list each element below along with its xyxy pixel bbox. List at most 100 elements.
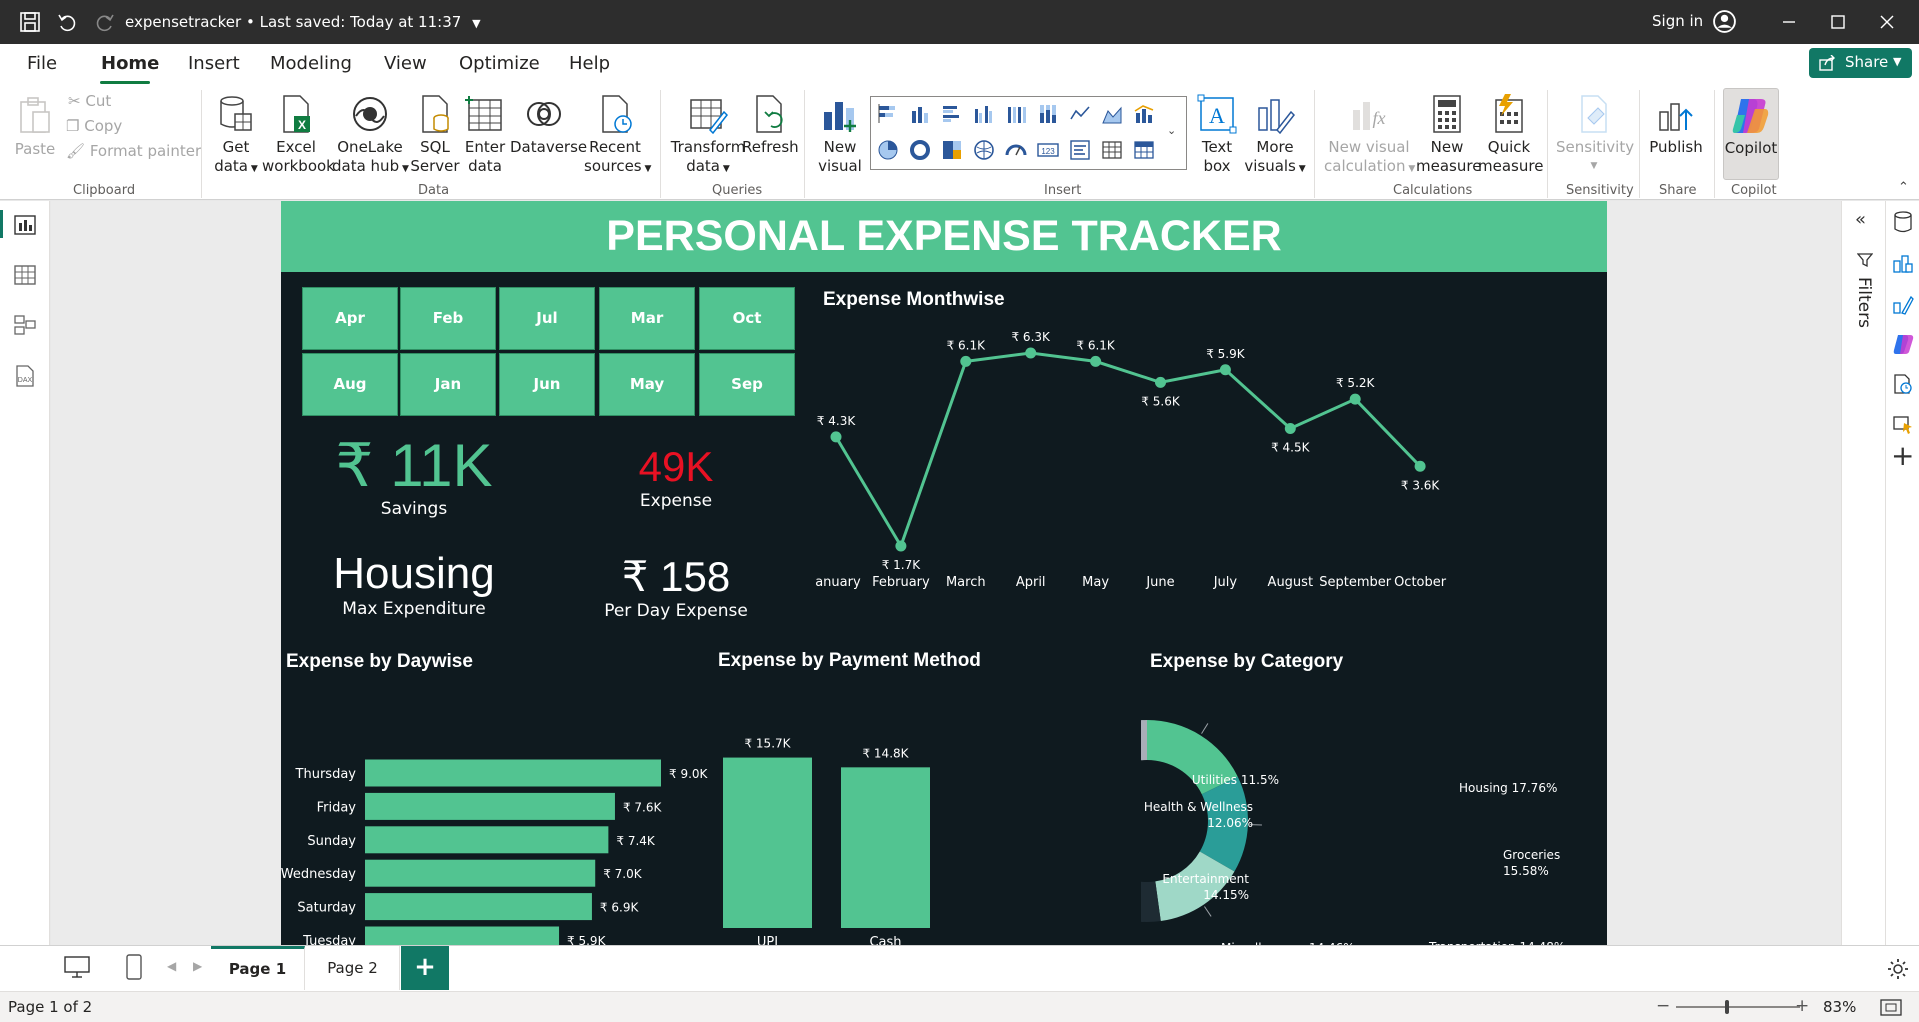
category-donut-slice[interactable] xyxy=(1199,776,1248,872)
recent-sources-button[interactable]: Recent sources ▼ xyxy=(584,94,651,179)
dax-query-view-icon[interactable]: DAX xyxy=(13,364,37,388)
desktop-layout-icon[interactable] xyxy=(64,956,90,978)
stacked-bar-chart-icon[interactable] xyxy=(877,103,899,125)
zoom-in-button[interactable]: + xyxy=(1795,996,1810,1016)
expense-card[interactable]: 49K Expense xyxy=(571,443,781,511)
sign-in-button[interactable]: Sign in xyxy=(1652,12,1704,30)
model-view-icon[interactable] xyxy=(14,315,36,335)
category-donut-slice[interactable] xyxy=(1141,720,1147,775)
month-slicer-jan[interactable]: Jan xyxy=(400,353,496,416)
daywise-bar[interactable] xyxy=(365,893,592,921)
max-expenditure-card[interactable]: Housing Max Expenditure xyxy=(301,549,527,619)
payment-bar[interactable] xyxy=(723,757,812,928)
monthwise-point[interactable] xyxy=(1025,347,1037,359)
scroll-left-icon[interactable]: ◀ xyxy=(167,959,177,973)
daywise-bar[interactable] xyxy=(365,859,596,887)
monthwise-point[interactable] xyxy=(1090,355,1102,367)
page-tab-2[interactable]: Page 2 xyxy=(306,946,400,990)
monthwise-point[interactable] xyxy=(830,431,842,443)
monthwise-point[interactable] xyxy=(1414,460,1426,472)
clustered-bar-chart-icon[interactable] xyxy=(941,103,963,125)
clustered-column-chart-icon[interactable] xyxy=(973,103,995,125)
menu-file[interactable]: File xyxy=(27,53,58,74)
visual-gallery[interactable]: 123 xyxy=(870,96,1187,170)
excel-workbook-button[interactable]: X Excel workbook xyxy=(262,94,335,176)
month-slicer-feb[interactable]: Feb xyxy=(400,287,496,350)
treemap-icon[interactable] xyxy=(941,139,963,161)
daywise-bar[interactable] xyxy=(365,759,661,787)
table-icon[interactable] xyxy=(1101,139,1123,161)
daywise-bar[interactable] xyxy=(365,826,609,854)
page-tab-1[interactable]: Page 1 xyxy=(211,946,305,990)
month-slicer-sep[interactable]: Sep xyxy=(699,353,795,416)
daywise-bar[interactable] xyxy=(365,792,615,820)
expense-daywise-bar-chart[interactable]: Thursday ₹ 9.0K Friday ₹ 7.6K Sunday ₹ 7.4K We… xyxy=(281,681,711,945)
minimize-icon[interactable] xyxy=(1778,11,1800,33)
transform-data-button[interactable]: Transform data ▼ xyxy=(670,94,746,179)
onelake-data-hub-button[interactable]: OneLake data hub ▼ xyxy=(332,94,409,179)
document-title[interactable]: expensetracker • Last saved: Today at 11… xyxy=(125,13,481,31)
get-data-button[interactable]: Get data ▼ xyxy=(208,94,264,179)
month-slicer-jun[interactable]: Jun xyxy=(499,353,595,416)
account-icon[interactable] xyxy=(1712,9,1737,34)
card-icon[interactable]: 123 xyxy=(1037,139,1059,161)
expense-monthwise-line-chart[interactable]: ₹ 4.3K January ₹ 1.7K February ₹ 6.1K March ₹ … xyxy=(816,316,1606,646)
selection-pane-icon[interactable] xyxy=(1892,413,1914,435)
build-visual-icon[interactable] xyxy=(1892,252,1914,274)
multi-row-card-icon[interactable] xyxy=(1069,139,1091,161)
monthwise-point[interactable] xyxy=(895,540,907,552)
performance-analyzer-icon[interactable] xyxy=(1892,373,1914,395)
100-percent-column-icon[interactable] xyxy=(1037,103,1059,125)
sql-server-button[interactable]: SQL Server xyxy=(410,94,460,176)
sensitivity-button[interactable]: Sensitivity ▼ xyxy=(1556,94,1634,176)
payment-bar[interactable] xyxy=(841,767,930,928)
data-pane-icon[interactable] xyxy=(1892,210,1914,234)
copilot-button[interactable]: Copilot xyxy=(1723,88,1779,180)
100-percent-bar-icon[interactable] xyxy=(1005,103,1027,125)
menu-home[interactable]: Home xyxy=(101,53,160,74)
monthwise-point[interactable] xyxy=(1155,376,1166,388)
more-visuals-button[interactable]: More visuals ▼ xyxy=(1244,94,1306,179)
cut-button[interactable]: ✂ Cut xyxy=(68,92,112,110)
format-painter-button[interactable]: 🖌 Format painter xyxy=(66,142,202,160)
add-pane-icon[interactable]: + xyxy=(1891,439,1915,472)
quick-measure-button[interactable]: Quick measure xyxy=(1478,94,1543,176)
table-view-icon[interactable] xyxy=(14,265,36,285)
new-visual-calculation-button[interactable]: fx New visual calculation ▼ xyxy=(1324,94,1415,179)
new-measure-button[interactable]: New measure xyxy=(1416,94,1481,176)
undo-icon[interactable] xyxy=(56,11,78,33)
expand-pane-icon[interactable]: « xyxy=(1855,209,1867,230)
stacked-column-chart-icon[interactable] xyxy=(909,103,931,125)
menu-view[interactable]: View xyxy=(384,53,427,74)
filter-icon[interactable] xyxy=(1857,252,1873,268)
savings-card[interactable]: ₹ 11K Savings xyxy=(301,433,527,520)
month-slicer-mar[interactable]: Mar xyxy=(599,287,695,350)
category-donut-slice[interactable] xyxy=(1155,851,1235,922)
paste-button[interactable]: Paste xyxy=(14,96,56,159)
month-slicer-aug[interactable]: Aug xyxy=(302,353,398,416)
monthwise-point[interactable] xyxy=(1284,423,1296,435)
monthwise-point[interactable] xyxy=(1349,393,1361,405)
pie-chart-icon[interactable] xyxy=(877,139,899,161)
enter-data-button[interactable]: Enter data xyxy=(462,94,508,176)
daywise-bar[interactable] xyxy=(365,926,560,946)
copilot-pane-icon[interactable] xyxy=(1892,333,1914,355)
report-view-icon[interactable] xyxy=(14,215,36,235)
gauge-icon[interactable] xyxy=(1005,139,1027,161)
menu-optimize[interactable]: Optimize xyxy=(459,53,540,74)
settings-gear-icon[interactable] xyxy=(1887,958,1909,980)
menu-help[interactable]: Help xyxy=(569,53,611,74)
line-chart-icon[interactable] xyxy=(1069,103,1091,125)
dataverse-button[interactable]: Dataverse xyxy=(510,94,587,157)
map-icon[interactable] xyxy=(973,139,995,161)
month-slicer-apr[interactable]: Apr xyxy=(302,287,398,350)
fit-to-page-icon[interactable] xyxy=(1880,999,1902,1016)
month-slicer-oct[interactable]: Oct xyxy=(699,287,795,350)
category-donut-slice[interactable] xyxy=(1147,720,1238,795)
new-visual-button[interactable]: New visual xyxy=(814,94,866,176)
publish-button[interactable]: Publish xyxy=(1648,94,1704,157)
scroll-right-icon[interactable]: ▶ xyxy=(193,959,203,973)
maximize-icon[interactable] xyxy=(1827,11,1849,33)
monthwise-point[interactable] xyxy=(960,355,972,367)
